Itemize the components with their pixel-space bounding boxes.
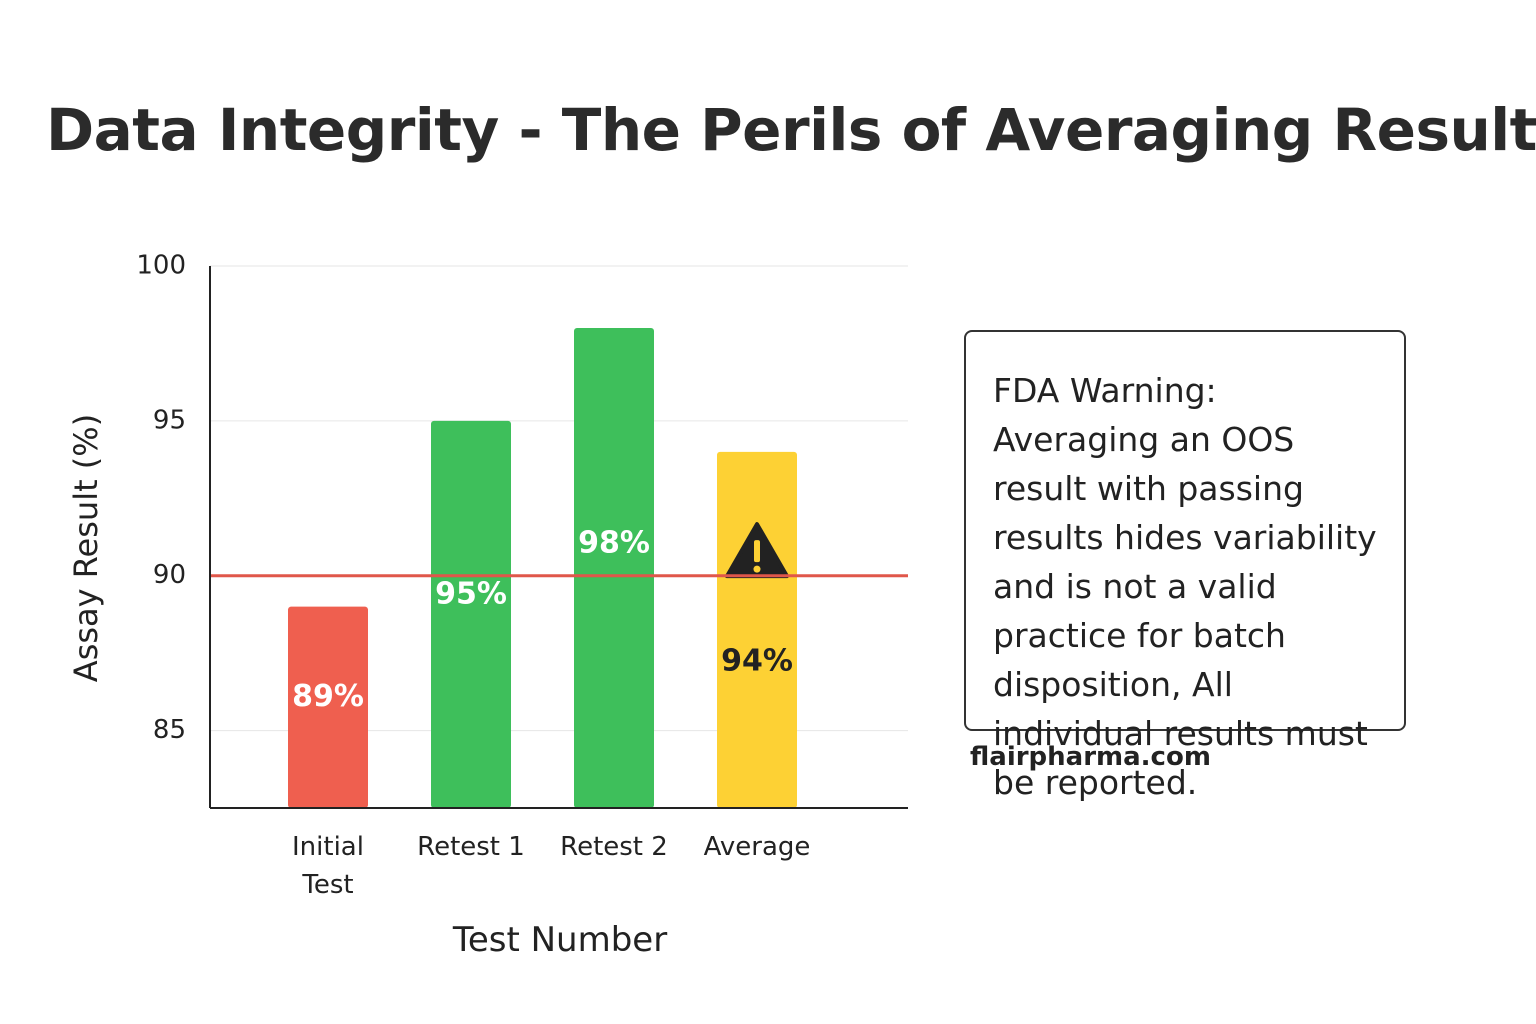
value-label: 94% bbox=[721, 644, 793, 679]
footer: flairpharma.com bbox=[970, 742, 1211, 772]
bar bbox=[288, 606, 368, 808]
annotation: FDA Warning: Averaging an OOS result wit… bbox=[964, 330, 1406, 802]
y-axis-label: Assay Result (%) bbox=[67, 414, 105, 682]
y-tick-label: 90 bbox=[153, 560, 186, 590]
chart-title: Data Integrity - The Perils of Averaging… bbox=[46, 96, 1536, 164]
bar bbox=[431, 420, 511, 808]
y-tick-label: 100 bbox=[136, 251, 186, 281]
x-tick-label: Initial Test bbox=[292, 832, 364, 900]
value-label: 98% bbox=[578, 525, 650, 560]
x-axis-label: Test Number bbox=[452, 920, 668, 960]
value-label: 89% bbox=[292, 679, 364, 714]
x-tick-label: Retest 1 bbox=[417, 832, 525, 862]
y-tick-label: 95 bbox=[153, 405, 186, 435]
x-tick-label: Retest 2 bbox=[560, 832, 668, 862]
bar bbox=[717, 451, 797, 808]
y-tick-label: 85 bbox=[153, 715, 186, 745]
bar bbox=[574, 327, 654, 808]
x-tick-label: Average bbox=[703, 832, 811, 862]
value-label: 95% bbox=[435, 577, 507, 612]
